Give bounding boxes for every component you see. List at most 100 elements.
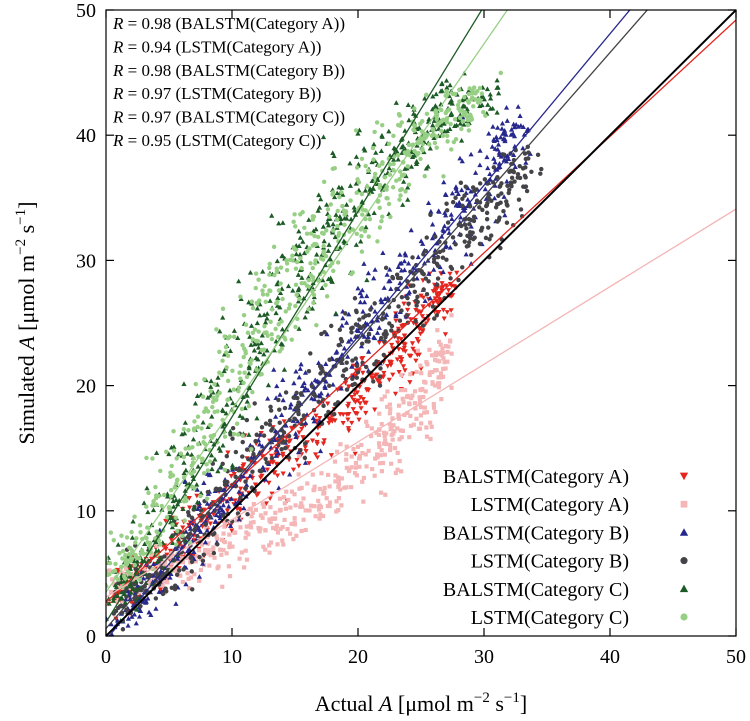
data-point [368, 307, 373, 312]
data-point [282, 517, 287, 522]
data-point [295, 316, 300, 322]
data-point [359, 293, 365, 299]
data-point [304, 308, 310, 314]
data-point [341, 208, 347, 213]
data-point [299, 485, 304, 490]
data-point [388, 442, 393, 448]
data-point [170, 522, 175, 527]
data-point [439, 281, 445, 286]
data-point [325, 207, 331, 212]
data-point [352, 470, 358, 476]
data-point [240, 439, 245, 445]
data-point [413, 158, 420, 164]
x-tick-label: 50 [726, 646, 746, 668]
data-point [242, 370, 247, 375]
data-point [387, 422, 392, 427]
data-point [195, 441, 201, 447]
data-point [421, 287, 426, 292]
data-point [169, 515, 175, 520]
data-point [222, 434, 228, 439]
data-point [161, 492, 167, 498]
data-point [219, 407, 226, 412]
data-point [204, 462, 209, 467]
data-point [440, 248, 446, 253]
data-point [491, 195, 498, 201]
data-point [328, 453, 335, 458]
data-point [145, 540, 150, 545]
data-point [396, 304, 401, 309]
data-point [335, 223, 340, 229]
data-point [277, 420, 282, 425]
data-point [164, 449, 169, 455]
annotation-line: R = 0.95 (LSTM(Category C)) [112, 131, 321, 150]
data-point [397, 437, 402, 442]
data-point [383, 265, 389, 271]
data-point [446, 230, 452, 235]
data-point [364, 277, 370, 283]
data-point [254, 305, 260, 311]
data-point [333, 479, 338, 484]
data-point [361, 499, 366, 504]
data-point [405, 410, 410, 416]
data-point [483, 235, 489, 241]
data-point [257, 312, 263, 318]
data-point [112, 581, 117, 586]
legend-label: BALSTM(Category C) [443, 579, 629, 601]
data-point [327, 500, 333, 505]
data-point [431, 135, 437, 140]
x-axis-title: Actual A [μmol m−2 s−1] [315, 690, 527, 716]
data-point [219, 552, 224, 557]
data-point [244, 530, 249, 535]
data-point [354, 231, 360, 237]
data-point [266, 480, 272, 486]
data-point [231, 328, 237, 333]
data-point [244, 476, 250, 482]
data-point [338, 216, 344, 222]
data-point [250, 330, 256, 335]
data-point [349, 364, 355, 369]
data-point [391, 161, 396, 167]
data-point [415, 299, 420, 305]
data-point [228, 473, 234, 479]
data-point [439, 285, 445, 291]
data-point [130, 586, 136, 592]
data-point [229, 528, 235, 534]
data-point [344, 457, 349, 462]
data-point [364, 321, 370, 327]
data-point [210, 532, 216, 537]
data-point [406, 289, 412, 295]
data-point [471, 85, 477, 90]
data-point [412, 289, 418, 295]
data-point [369, 433, 374, 439]
data-point [220, 584, 225, 589]
data-point [127, 552, 132, 557]
data-point [420, 295, 427, 301]
data-point [293, 503, 298, 508]
data-point [218, 547, 223, 552]
data-point [449, 385, 454, 390]
data-point [157, 587, 164, 593]
data-point [502, 212, 508, 218]
data-point [366, 349, 372, 354]
data-point [440, 346, 445, 351]
annotation-line: R = 0.97 (LSTM(Category B)) [112, 84, 321, 103]
data-point [258, 513, 263, 518]
x-axis-title-var: A [377, 691, 393, 716]
data-point [325, 276, 332, 282]
data-point [421, 252, 426, 257]
data-point [325, 248, 331, 253]
data-point [291, 380, 297, 386]
data-point [194, 493, 200, 499]
data-point [168, 537, 174, 542]
data-point [363, 224, 369, 230]
data-point [453, 137, 459, 142]
data-point [159, 507, 165, 512]
data-point [200, 419, 206, 425]
data-point [465, 185, 471, 191]
data-point [461, 103, 467, 109]
data-point [219, 372, 225, 378]
data-point [169, 524, 175, 530]
data-point [314, 432, 321, 438]
data-point [444, 119, 450, 125]
data-point [482, 186, 488, 192]
